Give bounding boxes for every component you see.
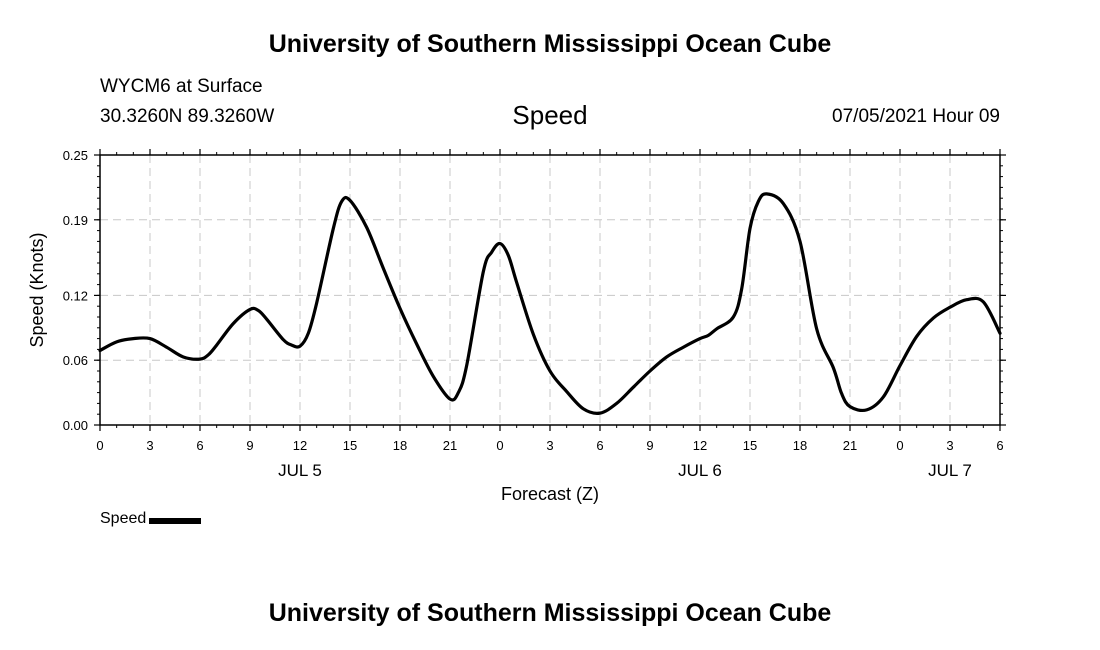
x-tick-label: 0: [496, 438, 503, 453]
day-label: JUL 6: [678, 461, 722, 480]
y-tick-label: 0.25: [63, 148, 88, 163]
y-axis-ticks: 0.00 0.06 0.12 0.19 0.25: [63, 148, 1006, 433]
legend-swatch: [149, 517, 202, 524]
x-tick-label: 9: [646, 438, 653, 453]
series-line-speed: [98, 192, 1002, 415]
station-label: WYCM6 at Surface: [100, 76, 263, 97]
x-axis-ticks: 0 3 6 9 12 15 18 21 0 3 6 9 12 15 18 21 0 3 6: [96, 149, 1004, 453]
x-tick-label: 0: [896, 438, 903, 453]
series-layer: [98, 192, 1002, 415]
y-axis-label: Speed (Knots): [27, 232, 47, 347]
x-tick-label: 21: [443, 438, 457, 453]
x-tick-label: 12: [693, 438, 707, 453]
y-tick-label: 0.19: [63, 213, 88, 228]
x-tick-label: 9: [246, 438, 253, 453]
x-tick-label: 18: [793, 438, 807, 453]
parameter-title: Speed: [512, 100, 588, 130]
y-tick-label: 0.00: [63, 418, 88, 433]
x-tick-label: 15: [343, 438, 357, 453]
chart-title: University of Southern Mississippi Ocean…: [268, 30, 832, 58]
x-tick-label: 18: [393, 438, 407, 453]
day-labels: JUL 5 JUL 6 JUL 7: [278, 461, 972, 480]
x-tick-label: 15: [743, 438, 757, 453]
x-tick-label: 3: [946, 438, 953, 453]
grid-lines: [100, 155, 1000, 425]
datetime-label: 07/05/2021 Hour 09: [832, 106, 1000, 127]
day-label: JUL 5: [278, 461, 322, 480]
y-tick-label: 0.06: [63, 353, 88, 368]
x-tick-label: 12: [293, 438, 307, 453]
x-tick-label: 0: [96, 438, 103, 453]
x-tick-label: 6: [596, 438, 603, 453]
coordinates-label: 30.3260N 89.3260W: [100, 106, 275, 127]
x-tick-label: 3: [146, 438, 153, 453]
legend: Speed: [100, 510, 202, 528]
x-tick-label: 21: [843, 438, 857, 453]
footer-title: University of Southern Mississippi Ocean…: [268, 599, 832, 627]
legend-label: Speed: [100, 510, 147, 527]
day-label: JUL 7: [928, 461, 972, 480]
x-tick-label: 6: [996, 438, 1003, 453]
x-axis-label: Forecast (Z): [501, 484, 599, 504]
y-tick-label: 0.12: [63, 288, 88, 303]
x-tick-label: 6: [196, 438, 203, 453]
x-tick-label: 3: [546, 438, 553, 453]
